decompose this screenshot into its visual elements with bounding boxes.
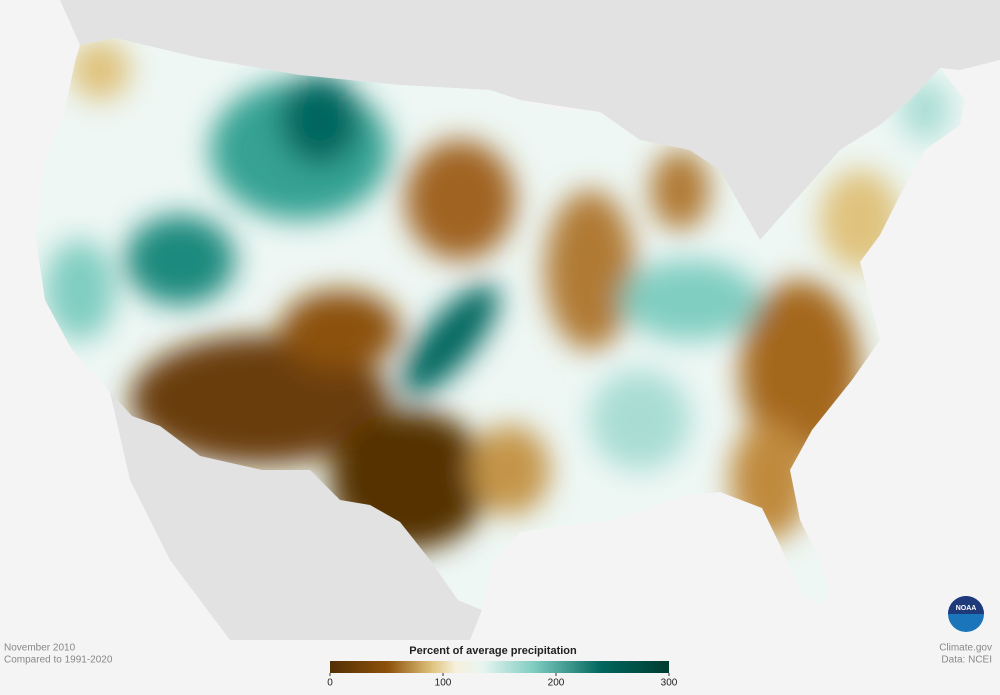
legend-ticks: 0 100 200 300: [327, 673, 678, 689]
data-credit: Data: NCEI: [941, 655, 992, 666]
date: November 2010: [4, 643, 76, 654]
precip-field: [45, 40, 950, 550]
tick-label: 100: [435, 678, 452, 689]
tick-label: 300: [661, 678, 678, 689]
noaa-logo: NOAA: [948, 596, 984, 632]
canada: [60, 0, 1000, 240]
colorbar: [330, 661, 669, 673]
baseline: Compared to 1991-2020: [4, 655, 113, 666]
logo-top: [948, 596, 984, 614]
tick-label: 200: [548, 678, 565, 689]
anomaly-blobs: [45, 40, 950, 550]
legend-title: Percent of average precipitation: [409, 645, 577, 657]
tick-label: 0: [327, 678, 333, 689]
mexico: [110, 392, 482, 640]
source: Climate.gov: [939, 643, 992, 654]
logo-text: NOAA: [956, 605, 977, 612]
